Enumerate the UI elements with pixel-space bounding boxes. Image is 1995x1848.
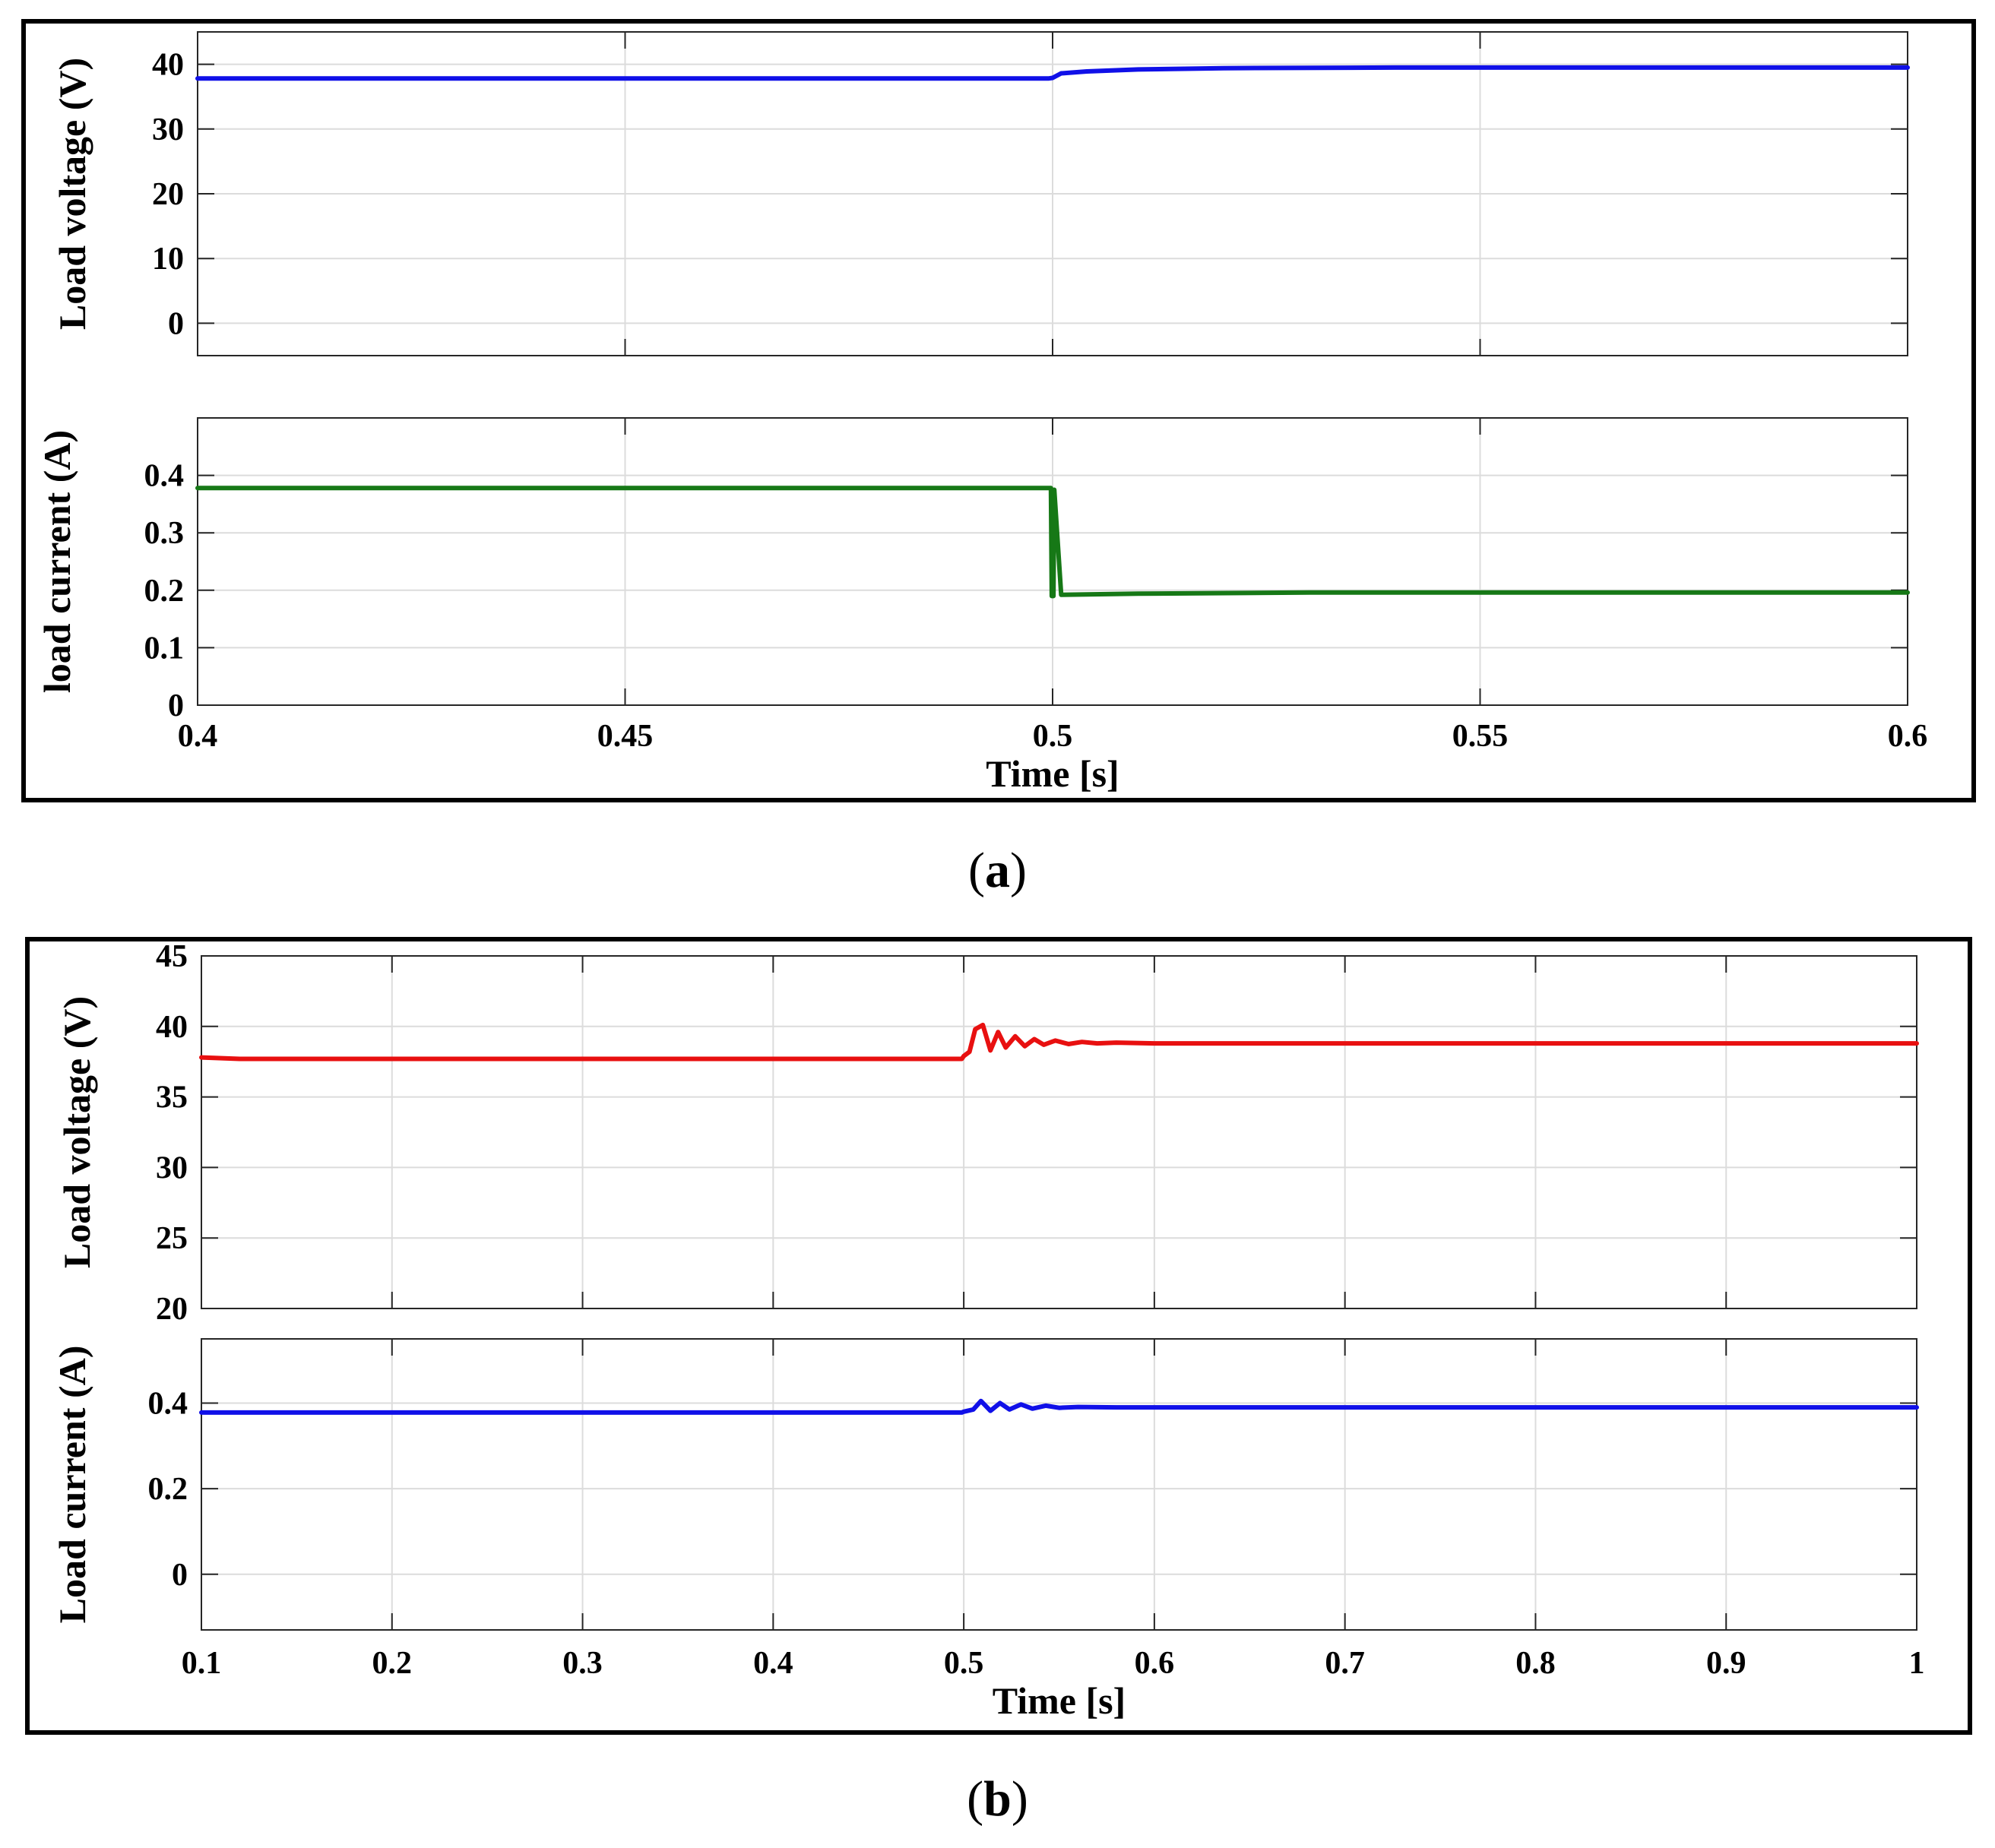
y-tick-label: 0.2 (144, 574, 185, 609)
caption-a-letter: a (985, 843, 1010, 898)
x-tick-label: 0.9 (1706, 1646, 1746, 1681)
x-tick-label: 0.6 (1135, 1646, 1175, 1681)
plot-area (201, 956, 1917, 1308)
y-tick-label: 0 (168, 306, 184, 341)
series-line-0 (195, 486, 1910, 599)
x-tick-label: 0.3 (562, 1646, 603, 1681)
x-tick-label: 0.55 (1452, 719, 1509, 754)
y-tick-label: 10 (152, 242, 184, 277)
y-axis-label: load current (A) (36, 430, 78, 693)
y-tick-label: 20 (152, 177, 184, 212)
series-line-0 (199, 1022, 1919, 1062)
y-tick-label: 30 (156, 1150, 188, 1185)
x-tick-label: 0.5 (1033, 719, 1073, 754)
y-tick-label: 35 (156, 1081, 188, 1115)
caption-b-letter: b (983, 1771, 1012, 1827)
caption-a: (a) (968, 843, 1027, 898)
x-tick-label: 0.2 (372, 1646, 413, 1681)
x-tick-label: 0.4 (178, 719, 218, 754)
x-axis-label: Time [s] (986, 752, 1119, 795)
x-tick-label: 0.7 (1325, 1646, 1365, 1681)
y-axis-label: Load voltage (V) (51, 58, 93, 330)
y-tick-label: 30 (152, 112, 184, 147)
y-tick-label: 0 (172, 1558, 188, 1593)
series-line-0 (195, 65, 1910, 81)
x-axis-label: Time [s] (993, 1679, 1126, 1722)
y-tick-label: 0.2 (148, 1472, 188, 1507)
y-tick-label: 0.4 (148, 1386, 188, 1421)
y-tick-label: 40 (152, 48, 184, 83)
y-tick-label: 0.1 (144, 631, 185, 666)
caption-b: (b) (967, 1771, 1028, 1827)
y-axis-label: Load current (A) (51, 1346, 93, 1624)
y-axis-label: Load voltage (V) (55, 996, 98, 1268)
subplot-a-bottom: 0 0.1 0.2 0.3 0.4 0.4 0.45 0.5 0.55 0.6 load curre… (36, 417, 1928, 795)
x-tick-label: 0.8 (1515, 1646, 1556, 1681)
subplot-b-bottom: 0 0.2 0.4 0.1 0.2 0.3 0.4 0.5 0.6 0.7 0.8 0.9 1 Load … (51, 1338, 1925, 1722)
x-tick-label: 0.45 (597, 719, 654, 754)
x-tick-label: 0.4 (753, 1646, 793, 1681)
y-tick-label: 45 (156, 939, 188, 974)
y-tick-label: 20 (156, 1292, 188, 1327)
plot-area (201, 1339, 1917, 1630)
axes-box (201, 955, 1917, 1309)
y-tick-label: 0.4 (144, 459, 185, 494)
x-tick-label: 0.1 (182, 1646, 222, 1681)
y-tick-label: 40 (156, 1010, 188, 1045)
subplot-b-top: 20 25 30 35 40 45 Load voltage (V) (55, 939, 1919, 1327)
y-tick-label: 0 (168, 688, 184, 723)
x-tick-label: 0.5 (944, 1646, 984, 1681)
x-tick-label: 1 (1909, 1646, 1925, 1681)
x-tick-label: 0.6 (1888, 719, 1928, 754)
y-tick-label: 25 (156, 1221, 188, 1256)
subplot-a-top: 0 10 20 30 40 Load voltage (V) (51, 31, 1910, 356)
series-line-0 (199, 1398, 1919, 1415)
y-tick-label: 0.3 (144, 516, 185, 551)
axes-box (201, 1338, 1917, 1631)
